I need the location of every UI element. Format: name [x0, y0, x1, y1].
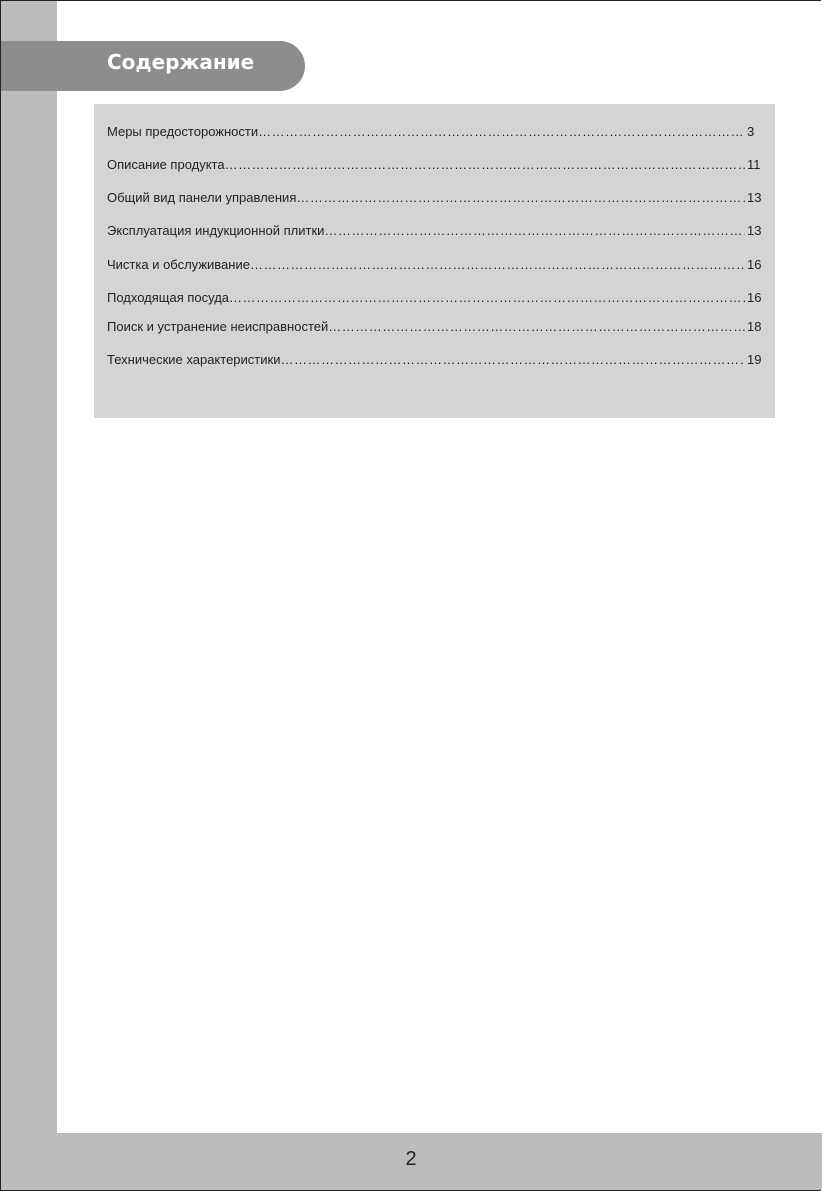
- toc-entry-page: 16: [747, 290, 762, 305]
- toc-entry-label: Общий вид панели управления: [107, 190, 297, 205]
- toc-entry-label: Меры предосторожности: [107, 124, 259, 139]
- header-tab: [1, 41, 305, 91]
- toc-entry-page: 13: [747, 190, 762, 205]
- toc-entry-page: 11: [747, 157, 761, 172]
- toc-entry-label: Эксплуатация индукционной плитки: [107, 223, 325, 238]
- footer-band: [1, 1133, 822, 1190]
- toc-leader-dots: [296, 190, 745, 205]
- toc-entry[interactable]: Технические характеристики 19: [107, 352, 769, 367]
- toc-leader-dots: [258, 124, 745, 139]
- toc-leader-dots: [328, 319, 745, 334]
- toc-entry-label: Чистка и обслуживание: [107, 257, 250, 272]
- toc-entry-label: Поиск и устранение неисправностей: [107, 319, 329, 334]
- toc-leader-dots: [280, 352, 745, 367]
- toc-leader-dots: [225, 157, 745, 172]
- toc-entry-label: Технические характеристики: [107, 352, 281, 367]
- toc-entry-page: 16: [747, 257, 762, 272]
- toc-entry-page: 3: [747, 124, 755, 139]
- toc-entry[interactable]: Описание продукта 11: [107, 157, 769, 172]
- toc-entry[interactable]: Поиск и устранение неисправностей 18: [107, 319, 769, 334]
- page-number: 2: [405, 1148, 417, 1170]
- toc-leader-dots: [250, 257, 745, 272]
- toc-leader-dots: [324, 223, 745, 238]
- toc-entry[interactable]: Меры предосторожности 3: [107, 124, 769, 139]
- page-title: Содержание: [107, 50, 255, 74]
- toc-entry[interactable]: Чистка и обслуживание 16: [107, 257, 769, 272]
- toc-entry-label: Подходящая посуда: [107, 290, 230, 305]
- left-sidebar-band: [1, 1, 57, 1190]
- table-of-contents: Меры предосторожности 3 Описание продукта…: [94, 104, 775, 418]
- toc-entry-page: 13: [747, 223, 762, 238]
- toc-entry-label: Описание продукта: [107, 157, 225, 172]
- toc-entry-page: 19: [747, 352, 762, 367]
- toc-leader-dots: [229, 290, 745, 305]
- toc-entry[interactable]: Общий вид панели управления 13: [107, 190, 769, 205]
- toc-entry[interactable]: Эксплуатация индукционной плитки 13: [107, 223, 769, 238]
- toc-entry-page: 18: [747, 319, 762, 334]
- toc-entry[interactable]: Подходящая посуда 16: [107, 290, 769, 305]
